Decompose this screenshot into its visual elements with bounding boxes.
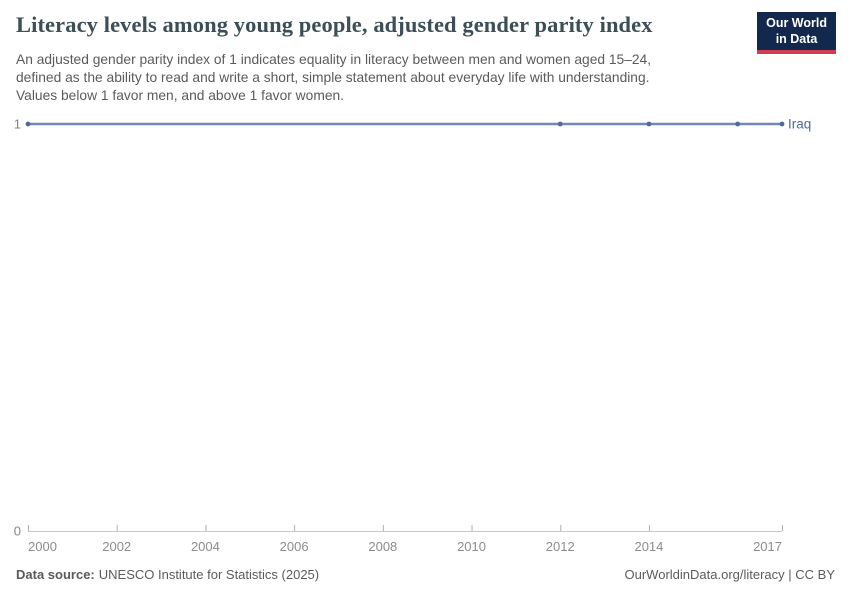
chart-subtitle-line: Values below 1 favor men, and above 1 fa…: [16, 88, 344, 103]
x-axis-tick-label: 2014: [634, 539, 663, 554]
data-source-label: Data source:: [16, 567, 95, 582]
owid-logo-text-line1: Our World: [766, 16, 827, 30]
chart-title: Literacy levels among young people, adju…: [16, 12, 653, 37]
x-axis-tick-label: 2012: [546, 539, 575, 554]
credit-note: OurWorldinData.org/literacy | CC BY: [624, 567, 835, 582]
owid-logo-text-line2: in Data: [775, 31, 818, 46]
series-point-iraq[interactable]: [557, 121, 563, 127]
x-axis-tick-label: 2002: [102, 539, 131, 554]
x-axis-tick-label: 2004: [191, 539, 220, 554]
x-axis-tick-label: 2010: [457, 539, 486, 554]
chart-subtitle: An adjusted gender parity index of 1 ind…: [16, 51, 746, 105]
series-point-iraq[interactable]: [779, 121, 785, 127]
owid-logo: Our World in Data: [757, 12, 836, 54]
series-label-iraq[interactable]: Iraq: [788, 117, 811, 132]
x-axis-tick-label: 2017: [753, 539, 782, 554]
x-axis-tick-label: 2000: [28, 539, 57, 554]
y-axis-tick-label: 0: [14, 524, 21, 539]
data-source-note: Data source: UNESCO Institute for Statist…: [16, 567, 319, 582]
chart-subtitle-line: An adjusted gender parity index of 1 ind…: [16, 52, 652, 67]
chart-footer: Data source: UNESCO Institute for Statist…: [16, 567, 835, 582]
x-axis-tick-label: 2006: [280, 539, 309, 554]
x-axis-tick-label: 2008: [368, 539, 397, 554]
series-point-iraq[interactable]: [25, 121, 31, 127]
chart-subtitle-line: defined as the ability to read and write…: [16, 70, 650, 85]
series-point-iraq[interactable]: [646, 121, 652, 127]
series-point-iraq[interactable]: [735, 121, 741, 127]
y-axis-tick-label: 1: [14, 117, 21, 132]
data-source-value: UNESCO Institute for Statistics (2025): [98, 567, 320, 582]
